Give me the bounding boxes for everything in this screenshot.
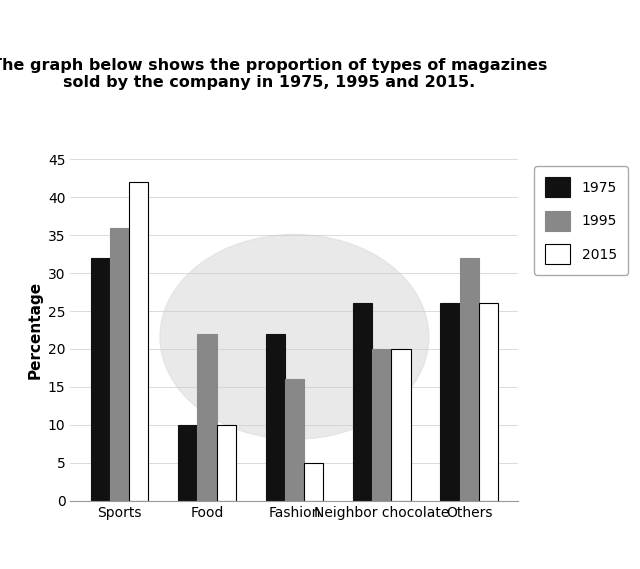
- Bar: [392, 349, 411, 501]
- Bar: [304, 463, 323, 501]
- Y-axis label: Percentage: Percentage: [28, 281, 42, 379]
- Bar: [178, 425, 197, 501]
- Bar: [460, 258, 479, 501]
- Text: The graph below shows the proportion of types of magazines
sold by the company i: The graph below shows the proportion of …: [0, 58, 547, 90]
- Circle shape: [160, 234, 429, 439]
- Legend: 1975, 1995, 2015: 1975, 1995, 2015: [534, 166, 628, 275]
- Bar: [479, 303, 498, 501]
- Bar: [285, 380, 304, 501]
- Bar: [110, 228, 129, 501]
- Bar: [129, 182, 148, 501]
- Bar: [353, 303, 372, 501]
- Bar: [216, 425, 236, 501]
- Bar: [197, 334, 216, 501]
- Bar: [91, 258, 110, 501]
- Bar: [440, 303, 460, 501]
- Bar: [372, 349, 392, 501]
- Bar: [266, 334, 285, 501]
